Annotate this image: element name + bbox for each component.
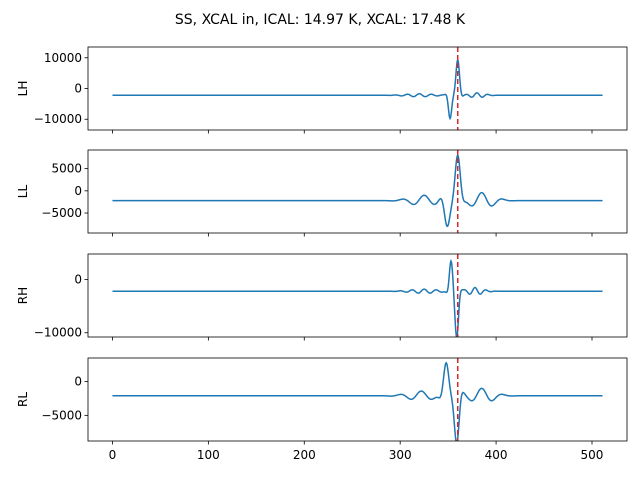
subplot-rh: 0 −10000 RH — [16, 253, 628, 341]
x-tick-label: 100 — [197, 448, 220, 462]
x-tick-label: 400 — [485, 448, 508, 462]
y-tick-label: 0 — [74, 82, 82, 96]
y-axis-label: LH — [16, 81, 30, 97]
y-tick-label: 5000 — [51, 162, 82, 176]
y-tick-label: −10000 — [34, 326, 82, 340]
y-tick-label: 0 — [74, 375, 82, 389]
y-axis-label: LL — [16, 185, 30, 199]
signal-line — [112, 361, 603, 441]
subplot-ll: 5000 0 −5000 LL — [16, 149, 628, 237]
signal-line — [112, 57, 603, 121]
y-tick-label: 0 — [74, 184, 82, 198]
y-axis-label: RH — [16, 287, 30, 304]
y-axis-label: RL — [16, 392, 30, 407]
y-tick-label: 0 — [74, 273, 82, 287]
x-tick-label: 300 — [389, 448, 412, 462]
subplot-lh: 10000 0 −10000 LH — [16, 46, 628, 134]
x-tick-label: 200 — [293, 448, 316, 462]
subplot-frame — [87, 46, 628, 131]
y-tick-label: −5000 — [41, 206, 82, 220]
subplot-frame — [87, 357, 628, 442]
subplot-frame — [87, 149, 628, 234]
subplot-frame — [87, 253, 628, 338]
subplot-rl: 0 −5000 RL 0 100 200 300 400 500 — [16, 357, 628, 462]
y-tick-label: −5000 — [41, 408, 82, 422]
y-tick-label: −10000 — [34, 112, 82, 126]
signal-line — [112, 258, 603, 337]
x-tick-label: 500 — [581, 448, 604, 462]
panels: 100000−10000LH50000−5000LL0−10000RH0−500… — [16, 46, 628, 462]
y-tick-label: 10000 — [44, 51, 82, 65]
signal-line — [112, 153, 603, 228]
chart-title: SS, XCAL in, ICAL: 14.97 K, XCAL: 17.48 … — [175, 12, 466, 28]
x-tick-label: 0 — [109, 448, 117, 462]
